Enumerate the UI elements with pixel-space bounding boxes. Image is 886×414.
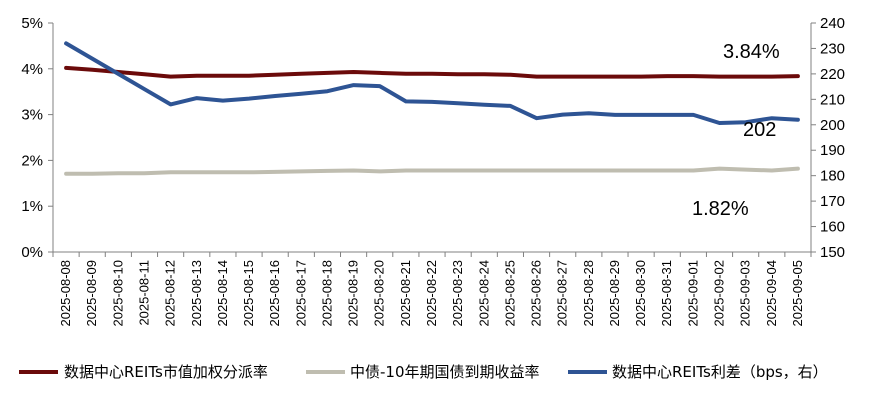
- series-layer: [64, 41, 800, 176]
- x-tick-label: 2025-08-22: [424, 260, 439, 327]
- series-line-2: [64, 41, 800, 125]
- right-y-tick-label: 240: [820, 15, 845, 32]
- right-y-tick-label: 160: [820, 219, 845, 236]
- annotation-bond-yield: 1.82%: [692, 198, 749, 220]
- left-y-tick-label: 3%: [21, 107, 43, 124]
- x-tick-label: 2025-08-21: [398, 260, 413, 327]
- series-line-1: [64, 166, 800, 176]
- x-tick-label: 2025-08-17: [293, 260, 308, 327]
- x-tick-label: 2025-08-10: [110, 260, 125, 327]
- left-y-tick-label: 4%: [21, 61, 43, 78]
- x-tick-label: 2025-08-09: [84, 260, 99, 327]
- x-tick-label: 2025-08-13: [189, 260, 204, 327]
- legend-label-payout-rate: 数据中心REITs市值加权分派率: [64, 363, 268, 381]
- x-ticks: 2025-08-08 2025-08-09 2025-08-10 2025-08-11…: [52, 252, 812, 327]
- x-tick-label: 2025-08-14: [215, 260, 230, 327]
- x-tick-label: 2025-08-18: [319, 260, 334, 327]
- x-tick-label: 2025-08-23: [450, 260, 465, 327]
- right-y-tick-label: 190: [820, 142, 845, 159]
- right-y-tick-label: 200: [820, 117, 845, 134]
- left-y-tick-label: 1%: [21, 198, 43, 215]
- legend: 数据中心REITs市值加权分派率 中债-10年期国债到期收益率 数据中心REIT…: [19, 363, 828, 381]
- x-tick-label: 2025-08-30: [633, 260, 648, 327]
- legend-label-bond-yield: 中债-10年期国债到期收益率: [350, 363, 540, 381]
- x-tick-label: 2025-09-05: [790, 260, 805, 327]
- x-tick-label: 2025-08-26: [529, 260, 544, 327]
- x-tick-label: 2025-09-01: [685, 260, 700, 327]
- right-y-tick-label: 230: [820, 40, 845, 57]
- right-y-ticks: 150 160 170 180 190 200 210 220 230 240: [811, 15, 845, 261]
- annotation-spread: 202: [743, 119, 776, 141]
- x-tick-label: 2025-09-04: [764, 260, 779, 327]
- x-tick-label: 2025-08-25: [502, 260, 517, 327]
- right-y-tick-label: 170: [820, 193, 845, 210]
- right-y-tick-label: 150: [820, 244, 845, 261]
- legend-label-spread: 数据中心REITs利差（bps，右）: [612, 363, 828, 381]
- x-tick-label: 2025-08-19: [346, 260, 361, 327]
- x-tick-label: 2025-08-20: [372, 260, 387, 327]
- x-tick-label: 2025-08-12: [163, 260, 178, 327]
- left-y-tick-label: 0%: [21, 244, 43, 261]
- left-y-tick-label: 2%: [21, 152, 43, 169]
- right-y-tick-label: 210: [820, 91, 845, 108]
- x-tick-label: 2025-08-27: [555, 260, 570, 327]
- x-tick-label: 2025-08-11: [136, 260, 151, 326]
- left-y-tick-label: 5%: [21, 15, 43, 32]
- right-y-tick-label: 220: [820, 66, 845, 83]
- x-tick-label: 2025-09-02: [712, 260, 727, 327]
- x-tick-label: 2025-09-03: [738, 260, 753, 327]
- x-tick-label: 2025-08-31: [659, 260, 674, 327]
- right-y-tick-label: 180: [820, 168, 845, 185]
- annotation-payout-rate: 3.84%: [723, 41, 780, 63]
- x-tick-label: 2025-08-16: [267, 260, 282, 327]
- x-tick-label: 2025-08-15: [241, 260, 256, 327]
- left-y-ticks: 0% 1% 2% 3% 4% 5%: [21, 15, 53, 261]
- x-tick-label: 2025-08-08: [58, 260, 73, 327]
- x-tick-label: 2025-08-24: [476, 260, 491, 327]
- x-tick-label: 2025-08-29: [607, 260, 622, 327]
- x-tick-label: 2025-08-28: [581, 260, 596, 327]
- series-line-0: [64, 65, 800, 79]
